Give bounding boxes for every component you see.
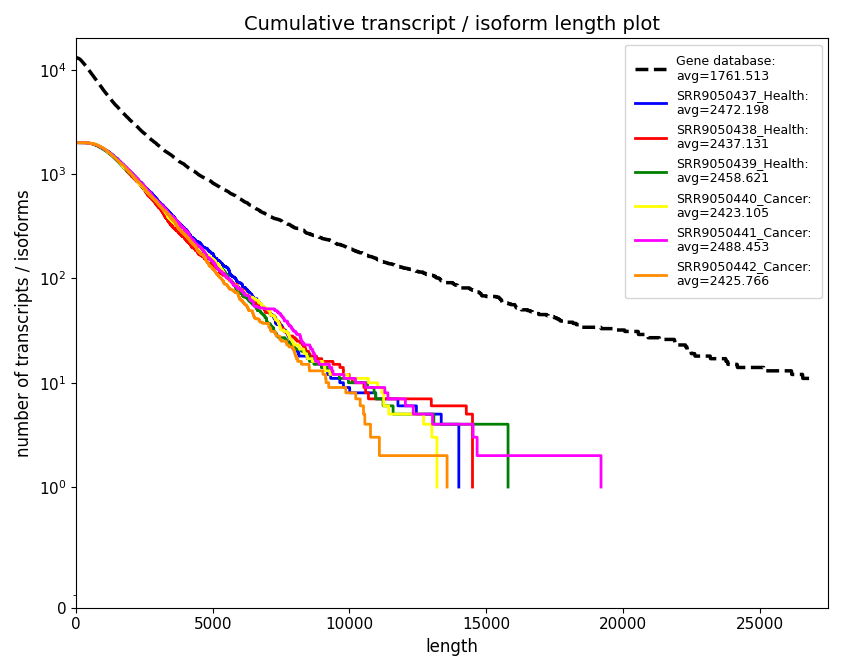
SRR9050438_Health:
avg=2437.131 bbox=[115, 160, 126, 168]
SRR9050442_Cancer:
avg=2425.766 bbox=[71, 139, 81, 147]
SRR9050441_Cancer:
avg=2488.453 bbox=[596, 483, 606, 491]
Gene database:
avg=1761.513 bbox=[809, 374, 819, 382]
SRR9050442_Cancer:
avg=2425.766 bbox=[169, 217, 179, 225]
SRR9050442_Cancer:
avg=2425.766 bbox=[87, 140, 97, 148]
SRR9050442_Cancer:
avg=2425.766 bbox=[116, 160, 126, 168]
SRR9050438_Health:
avg=2437.131 bbox=[94, 143, 105, 151]
SRR9050437_Health:
avg=2472.198 bbox=[454, 483, 464, 491]
SRR9050439_Health:
avg=2458.621 bbox=[503, 483, 513, 491]
SRR9050439_Health:
avg=2458.621 bbox=[115, 160, 125, 168]
SRR9050437_Health:
avg=2472.198 bbox=[138, 180, 148, 189]
SRR9050437_Health:
avg=2472.198 bbox=[87, 140, 97, 148]
Line: SRR9050442_Cancer:
avg=2425.766: SRR9050442_Cancer: avg=2425.766 bbox=[76, 143, 447, 487]
Line: SRR9050439_Health:
avg=2458.621: SRR9050439_Health: avg=2458.621 bbox=[76, 143, 508, 487]
Gene database:
avg=1761.513 bbox=[430, 272, 440, 280]
Gene database:
avg=1761.513 bbox=[411, 267, 421, 275]
X-axis label: length: length bbox=[426, 638, 479, 656]
Y-axis label: number of transcripts / isoforms: number of transcripts / isoforms bbox=[15, 189, 33, 457]
SRR9050439_Health:
avg=2458.621 bbox=[87, 140, 97, 148]
SRR9050440_Cancer:
avg=2423.105 bbox=[93, 141, 103, 149]
SRR9050437_Health:
avg=2472.198 bbox=[95, 143, 105, 151]
SRR9050438_Health:
avg=2437.131 bbox=[163, 217, 173, 225]
SRR9050438_Health:
avg=2437.131 bbox=[87, 140, 97, 148]
SRR9050440_Cancer:
avg=2423.105 bbox=[432, 483, 442, 491]
SRR9050442_Cancer:
avg=2425.766 bbox=[96, 143, 106, 151]
SRR9050442_Cancer:
avg=2425.766 bbox=[93, 141, 103, 149]
SRR9050440_Cancer:
avg=2423.105 bbox=[135, 180, 145, 189]
SRR9050440_Cancer:
avg=2423.105 bbox=[89, 140, 99, 148]
Line: SRR9050438_Health:
avg=2437.131: SRR9050438_Health: avg=2437.131 bbox=[76, 143, 472, 487]
Line: SRR9050440_Cancer:
avg=2423.105: SRR9050440_Cancer: avg=2423.105 bbox=[76, 143, 437, 487]
SRR9050442_Cancer:
avg=2425.766 bbox=[442, 483, 452, 491]
Line: SRR9050437_Health:
avg=2472.198: SRR9050437_Health: avg=2472.198 bbox=[76, 143, 459, 487]
Gene database:
avg=1761.513 bbox=[797, 374, 808, 382]
SRR9050441_Cancer:
avg=2488.453 bbox=[71, 139, 81, 147]
Gene database:
avg=1761.513 bbox=[109, 99, 119, 107]
SRR9050437_Health:
avg=2472.198 bbox=[117, 160, 127, 168]
SRR9050441_Cancer:
avg=2488.453 bbox=[117, 160, 127, 168]
SRR9050439_Health:
avg=2458.621 bbox=[135, 180, 145, 189]
SRR9050440_Cancer:
avg=2423.105 bbox=[115, 160, 126, 168]
Title: Cumulative transcript / isoform length plot: Cumulative transcript / isoform length p… bbox=[244, 15, 660, 34]
SRR9050437_Health:
avg=2472.198 bbox=[172, 217, 182, 225]
SRR9050438_Health:
avg=2437.131 bbox=[135, 180, 145, 189]
SRR9050441_Cancer:
avg=2488.453 bbox=[87, 140, 97, 148]
Line: SRR9050441_Cancer:
avg=2488.453: SRR9050441_Cancer: avg=2488.453 bbox=[76, 143, 601, 487]
SRR9050439_Health:
avg=2458.621 bbox=[71, 139, 81, 147]
SRR9050441_Cancer:
avg=2488.453 bbox=[92, 141, 102, 149]
Gene database:
avg=1761.513 bbox=[652, 333, 663, 342]
Gene database:
avg=1761.513 bbox=[787, 370, 797, 378]
SRR9050440_Cancer:
avg=2423.105 bbox=[96, 143, 106, 151]
SRR9050441_Cancer:
avg=2488.453 bbox=[137, 180, 148, 189]
SRR9050439_Health:
avg=2458.621 bbox=[91, 141, 101, 149]
SRR9050437_Health:
avg=2472.198 bbox=[92, 141, 102, 149]
SRR9050439_Health:
avg=2458.621 bbox=[169, 217, 179, 225]
SRR9050438_Health:
avg=2437.131 bbox=[71, 139, 81, 147]
SRR9050438_Health:
avg=2437.131 bbox=[91, 141, 101, 149]
Gene database:
avg=1761.513 bbox=[71, 54, 81, 62]
SRR9050441_Cancer:
avg=2488.453 bbox=[171, 217, 181, 225]
Legend: Gene database:
avg=1761.513, SRR9050437_Health:
avg=2472.198, SRR9050438_Health:: Gene database: avg=1761.513, SRR9050437_… bbox=[625, 44, 822, 298]
SRR9050441_Cancer:
avg=2488.453 bbox=[96, 143, 106, 151]
SRR9050440_Cancer:
avg=2423.105 bbox=[167, 217, 177, 225]
SRR9050437_Health:
avg=2472.198 bbox=[71, 139, 81, 147]
SRR9050442_Cancer:
avg=2425.766 bbox=[136, 180, 146, 189]
SRR9050438_Health:
avg=2437.131 bbox=[467, 483, 477, 491]
Gene database:
avg=1761.513 bbox=[788, 370, 798, 378]
SRR9050440_Cancer:
avg=2423.105 bbox=[71, 139, 81, 147]
Line: Gene database:
avg=1761.513: Gene database: avg=1761.513 bbox=[76, 58, 814, 378]
SRR9050439_Health:
avg=2458.621 bbox=[94, 143, 105, 151]
